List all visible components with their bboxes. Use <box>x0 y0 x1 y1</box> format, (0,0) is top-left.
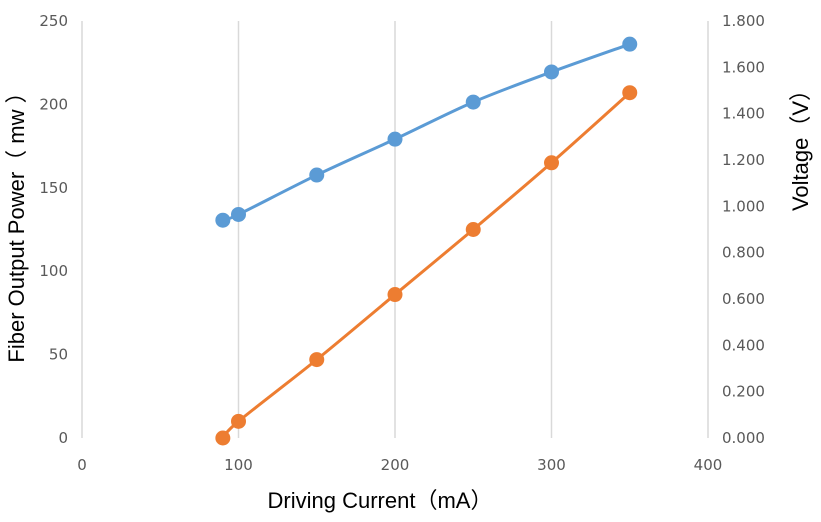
series-lines <box>221 42 631 440</box>
y-tick-label: 100 <box>39 262 68 280</box>
series-1-point <box>309 167 325 183</box>
y2-tick-label: 0.600 <box>722 290 765 308</box>
y-axis-title: Fiber Output Power（ mw ） <box>4 81 29 362</box>
series-2-point <box>231 413 246 429</box>
y2-tick-label: 0.200 <box>722 383 765 401</box>
y-tick-label: 150 <box>39 179 68 197</box>
y2-tick-label: 0.000 <box>722 429 765 447</box>
y2-tick-label: 1.200 <box>722 151 765 169</box>
y2-tick-label: 1.800 <box>722 12 765 30</box>
y-tick-label: 250 <box>39 12 68 30</box>
y2-axis-ticks: 0.000 0.200 0.400 0.600 0.800 1.000 1.200 1.400… <box>722 12 765 447</box>
x-tick-label: 0 <box>77 456 87 474</box>
series-2-point <box>465 222 481 237</box>
y2-tick-label: 1.000 <box>722 197 765 215</box>
y2-tick-label: 0.800 <box>722 244 765 262</box>
series-1-point <box>544 64 559 80</box>
y2-tick-label: 1.600 <box>722 58 765 76</box>
series-points <box>215 36 638 446</box>
y2-tick-label: 1.400 <box>722 105 765 123</box>
y2-tick-label: 0.400 <box>722 336 765 354</box>
series-2-point <box>622 85 638 101</box>
x-tick-label: 100 <box>224 456 253 474</box>
series-1-point <box>465 94 481 110</box>
series-1-point <box>622 36 638 52</box>
x-axis-ticks: 0 100 200 300 400 <box>77 456 722 474</box>
series-2-point <box>309 352 325 368</box>
series-line-2 <box>221 91 631 440</box>
series-2-point <box>544 155 559 171</box>
series-1-point <box>387 131 403 147</box>
x-tick-label: 200 <box>381 456 410 474</box>
series-2-point <box>215 430 231 446</box>
y-tick-label: 0 <box>58 429 68 447</box>
y-tick-label: 50 <box>49 346 68 364</box>
series-1-point <box>215 212 231 228</box>
y-tick-label: 200 <box>39 95 68 113</box>
series-line-1 <box>222 42 631 222</box>
x-tick-label: 300 <box>537 456 566 474</box>
series-1-point <box>231 206 246 222</box>
y-axis-ticks: 0 50 100 150 200 250 <box>39 12 68 447</box>
series-2-point <box>387 287 403 303</box>
y2-axis-title: Voltage（V） <box>788 79 813 211</box>
x-tick-label: 400 <box>694 456 723 474</box>
vertical-gridlines <box>81 21 709 438</box>
x-axis-title: Driving Current（mA） <box>268 488 493 513</box>
